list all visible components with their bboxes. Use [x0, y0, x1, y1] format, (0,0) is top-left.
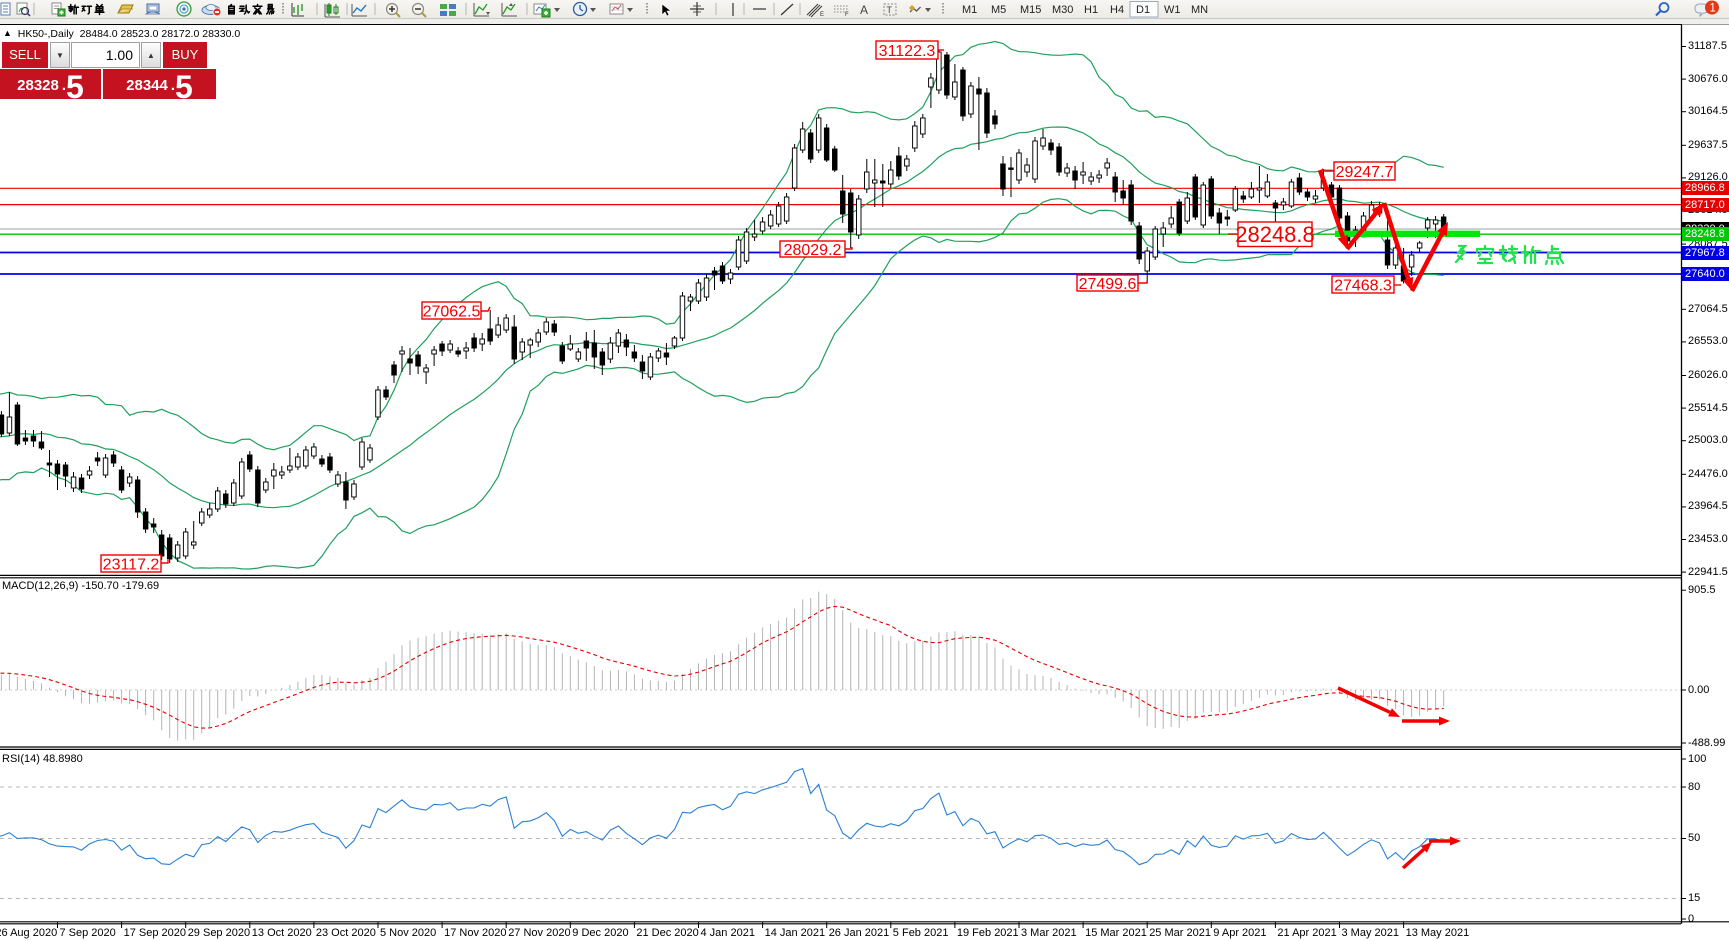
svg-text:E: E: [820, 12, 824, 18]
svg-text:W1: W1: [1164, 4, 1181, 16]
svg-text:M5: M5: [991, 4, 1006, 16]
svg-text:23117.2: 23117.2: [103, 556, 160, 573]
svg-text:27499.6: 27499.6: [1079, 276, 1137, 293]
svg-text:M30: M30: [1052, 4, 1073, 16]
svg-text:A: A: [860, 3, 868, 17]
svg-text:M1: M1: [962, 4, 977, 16]
svg-text:27062.5: 27062.5: [423, 303, 481, 320]
svg-text:31122.3: 31122.3: [879, 43, 936, 60]
svg-text:27468.3: 27468.3: [1334, 277, 1392, 294]
svg-text:28248.8: 28248.8: [1235, 222, 1315, 247]
svg-text:1: 1: [1710, 3, 1716, 15]
svg-text:H4: H4: [1110, 4, 1124, 16]
svg-text:M15: M15: [1020, 4, 1041, 16]
svg-text:F: F: [845, 12, 849, 18]
svg-text:T: T: [887, 5, 893, 15]
svg-text:28029.2: 28029.2: [784, 242, 842, 259]
svg-text:MN: MN: [1191, 4, 1208, 16]
svg-text:H1: H1: [1084, 4, 1098, 16]
svg-text:D1: D1: [1136, 4, 1150, 16]
svg-text:29247.7: 29247.7: [1336, 164, 1394, 181]
